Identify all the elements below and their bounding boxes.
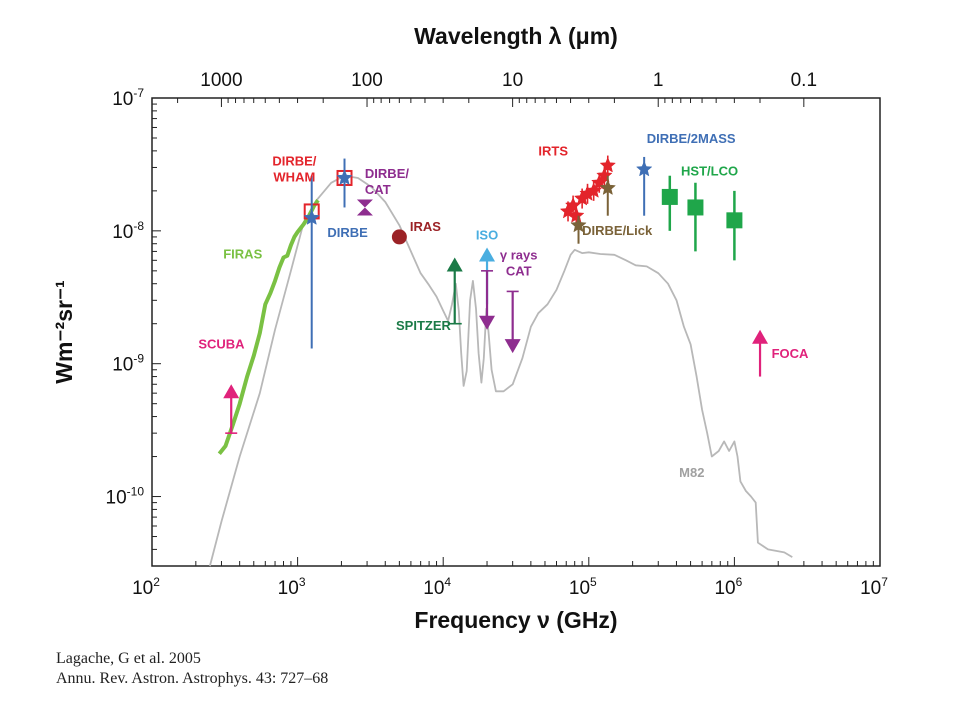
annotation-m82: M82 bbox=[679, 465, 704, 480]
x-tick-label: 104 bbox=[423, 575, 451, 599]
top-tick-label: 1000 bbox=[200, 70, 242, 91]
series-iras-marker bbox=[391, 229, 407, 245]
annotation-dirbe-cat: DIRBE/CAT bbox=[365, 166, 409, 197]
annotations: DIRBE/WHAM DIRBE/CAT DIRBE IRAS FIRAS SCUBA SP… bbox=[198, 131, 809, 480]
x-tick-label: 106 bbox=[714, 575, 742, 599]
x-tick-label: 107 bbox=[860, 575, 888, 599]
series-dirbe-marker bbox=[303, 209, 320, 225]
series-m82-line bbox=[209, 174, 793, 567]
x-tick-label: 102 bbox=[132, 575, 160, 599]
series-irts-marker bbox=[599, 156, 617, 173]
annotation-dirbe-wham: DIRBE/WHAM bbox=[272, 154, 316, 185]
series-iso-arrow-head bbox=[479, 247, 496, 262]
top-axis-title: Wavelength λ (μm) bbox=[414, 23, 618, 49]
series-hst-lco-marker bbox=[687, 199, 704, 216]
annotation-irts: IRTS bbox=[538, 143, 568, 158]
annotation-iso: ISO bbox=[476, 228, 498, 243]
series-hst-lco-marker bbox=[661, 188, 678, 205]
series-rays-cat-arrow-head bbox=[504, 339, 521, 354]
series-scuba-arrow-head bbox=[223, 384, 240, 399]
annotation-foca: FOCA bbox=[772, 346, 809, 361]
series-spitzer-arrow-head bbox=[446, 257, 463, 272]
series-iso-upper-limit-arrow-head bbox=[479, 315, 496, 330]
plot-frame bbox=[151, 97, 881, 567]
axis-ticks bbox=[151, 97, 881, 567]
tick-labels: 102 103 104 105 106 107 10-7 10-8 10-9 10-10 1000 1… bbox=[106, 70, 889, 599]
x-tick-label: 105 bbox=[569, 575, 597, 599]
x-axis-title: Frequency ν (GHz) bbox=[414, 607, 617, 633]
series-dirbe-marker bbox=[336, 169, 353, 186]
top-tick-label: 1 bbox=[653, 70, 664, 91]
series-firas-line bbox=[217, 199, 320, 455]
annotation-scuba: SCUBA bbox=[198, 337, 245, 352]
annotation-firas: FIRAS bbox=[223, 246, 262, 261]
series-irts-marker bbox=[567, 207, 585, 223]
data-series bbox=[209, 155, 793, 567]
citation-authors: Lagache, G et al. 2005 bbox=[56, 650, 201, 667]
annotation-hst-lco: HST/LCO bbox=[681, 164, 738, 179]
annotation-dirbe-lick: DIRBE/Lick bbox=[582, 223, 653, 238]
annotation-rays-cat: γ rays CAT bbox=[500, 247, 538, 278]
annotation-iras: IRAS bbox=[410, 219, 441, 234]
citation-journal: Annu. Rev. Astron. Astrophys. 43: 727–68 bbox=[56, 670, 329, 687]
y-tick-label: 10-7 bbox=[112, 86, 144, 110]
series-hst-lco-marker bbox=[726, 212, 743, 229]
annotation-spitzer: SPITZER bbox=[396, 318, 452, 333]
annotation-dirbe-2mass: DIRBE/2MASS bbox=[647, 131, 736, 146]
x-tick-label: 103 bbox=[278, 575, 306, 599]
y-tick-label: 10-10 bbox=[106, 485, 145, 509]
series-dirbe-2mass-marker bbox=[635, 160, 653, 177]
y-axis-title: Wm⁻²sr⁻¹ bbox=[51, 280, 77, 384]
series-foca-arrow-head bbox=[752, 329, 769, 344]
series-dirbe-cat-marker bbox=[356, 199, 373, 216]
y-tick-label: 10-9 bbox=[112, 352, 144, 376]
annotation-dirbe: DIRBE bbox=[327, 225, 368, 240]
top-tick-label: 0.1 bbox=[791, 70, 817, 91]
series-dirbe-lick-marker bbox=[599, 179, 617, 196]
top-tick-label: 10 bbox=[502, 70, 523, 91]
top-tick-label: 100 bbox=[351, 70, 383, 91]
y-tick-label: 10-8 bbox=[112, 219, 144, 243]
series-dirbe-lick-marker bbox=[570, 216, 587, 233]
